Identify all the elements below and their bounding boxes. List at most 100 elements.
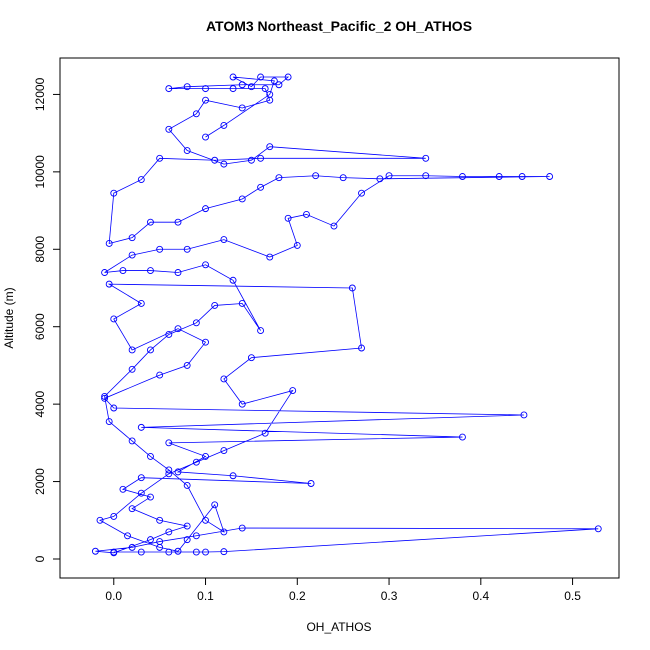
data-point xyxy=(247,83,255,91)
data-point xyxy=(594,525,602,533)
data-point xyxy=(220,548,228,556)
data-point xyxy=(202,261,209,269)
data-point xyxy=(202,133,209,141)
data-point xyxy=(358,344,365,352)
data-point xyxy=(202,548,209,556)
data-point xyxy=(238,524,246,532)
data-point xyxy=(192,110,200,118)
data-point xyxy=(165,548,173,556)
data-point xyxy=(128,543,136,551)
data-point xyxy=(156,154,164,162)
data-point xyxy=(165,85,173,93)
data-point xyxy=(110,549,118,557)
data-point xyxy=(128,505,136,513)
data-point xyxy=(202,338,209,346)
data-point xyxy=(312,172,320,180)
data-point xyxy=(128,365,136,373)
data-point xyxy=(128,437,136,445)
data-point xyxy=(202,96,209,104)
y-tick-label: 2000 xyxy=(33,468,47,495)
data-point xyxy=(105,418,113,426)
data-point xyxy=(119,485,127,493)
data-point xyxy=(247,354,255,362)
data-point xyxy=(174,218,182,226)
data-point xyxy=(307,480,315,487)
x-axis-label: OH_ATHOS xyxy=(306,620,371,634)
data-point xyxy=(165,125,173,133)
data-point xyxy=(220,236,228,244)
data-point xyxy=(192,548,200,556)
data-point xyxy=(183,361,191,369)
y-tick-label: 0 xyxy=(33,555,47,562)
data-point xyxy=(156,371,164,379)
data-point xyxy=(348,284,356,292)
data-point xyxy=(137,176,145,184)
data-point xyxy=(165,466,173,474)
data-point xyxy=(91,547,99,555)
data-point xyxy=(220,160,228,168)
data-point xyxy=(422,154,430,162)
data-point xyxy=(137,423,145,431)
data-point xyxy=(459,173,466,180)
data-point xyxy=(289,387,297,395)
y-tick-label: 6000 xyxy=(33,313,47,340)
data-point xyxy=(376,175,384,183)
data-point xyxy=(124,532,131,540)
data-point xyxy=(339,174,347,182)
data-point xyxy=(192,458,200,466)
data-point xyxy=(147,346,154,354)
x-tick-label: 0.3 xyxy=(381,589,398,603)
data-point xyxy=(183,536,191,544)
data-point xyxy=(119,267,127,275)
x-tick-label: 0.2 xyxy=(289,589,306,603)
data-point xyxy=(211,156,219,164)
y-tick-label: 12000 xyxy=(33,77,47,111)
data-point xyxy=(229,73,237,81)
data-point xyxy=(330,222,338,230)
data-point xyxy=(147,452,154,460)
x-tick-label: 0.0 xyxy=(105,589,122,603)
data-point xyxy=(546,173,554,180)
data-point xyxy=(183,245,191,253)
data-point xyxy=(105,280,113,288)
data-point xyxy=(165,331,173,338)
data-point xyxy=(266,143,274,151)
data-point xyxy=(165,470,173,478)
data-point xyxy=(147,267,154,275)
data-point xyxy=(174,547,182,555)
data-point xyxy=(183,481,191,489)
y-tick-label: 4000 xyxy=(33,390,47,417)
x-tick-label: 0.4 xyxy=(472,589,489,603)
data-point xyxy=(238,400,246,408)
data-point xyxy=(257,73,265,81)
data-point xyxy=(174,468,182,476)
data-point xyxy=(261,85,269,93)
data-point xyxy=(238,300,246,307)
data-point xyxy=(275,174,283,182)
data-point xyxy=(147,493,154,501)
data-point xyxy=(110,404,118,412)
data-point xyxy=(238,81,246,89)
data-point xyxy=(183,83,191,91)
data-point xyxy=(147,218,154,226)
data-point xyxy=(257,183,265,191)
data-point xyxy=(385,172,393,180)
data-point xyxy=(137,474,145,482)
x-tick-label: 0.5 xyxy=(564,589,581,603)
y-tick-label: 10000 xyxy=(33,155,47,189)
data-point xyxy=(238,104,246,112)
data-point xyxy=(174,325,182,333)
data-point xyxy=(211,301,219,309)
data-point xyxy=(238,195,246,203)
data-point xyxy=(192,319,200,327)
data-point xyxy=(257,327,265,335)
data-point xyxy=(202,205,209,213)
data-point xyxy=(284,214,292,222)
data-point xyxy=(229,276,237,284)
data-point xyxy=(137,548,145,556)
data-point xyxy=(202,85,209,93)
data-point xyxy=(266,90,274,98)
data-point xyxy=(147,536,154,544)
data-point xyxy=(220,375,228,383)
